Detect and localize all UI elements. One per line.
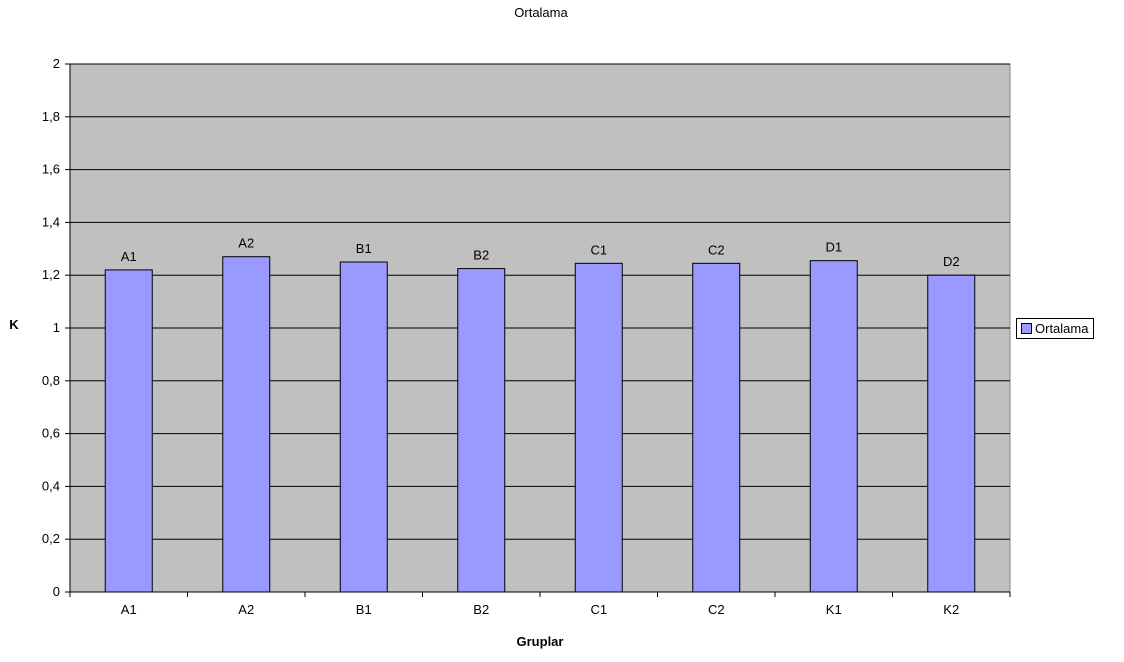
data-label: D2	[943, 254, 960, 269]
data-label: D1	[825, 240, 842, 255]
data-label: B2	[473, 248, 489, 263]
x-tick-label: B1	[356, 602, 372, 617]
bar	[104, 269, 153, 593]
bar	[692, 262, 741, 593]
x-tick-label: C2	[708, 602, 725, 617]
y-tick-label: 0,6	[42, 426, 60, 441]
x-tick-label: A2	[238, 602, 254, 617]
chart-title: Ortalama	[514, 5, 568, 20]
bar	[809, 260, 858, 593]
bar	[457, 268, 506, 593]
y-axis-title: K	[9, 317, 19, 332]
data-label: C2	[708, 242, 725, 257]
data-label: A2	[238, 236, 254, 251]
bar	[339, 261, 388, 593]
y-tick-label: 1	[53, 320, 60, 335]
y-tick-label: 1,4	[42, 214, 60, 229]
data-label: C1	[590, 242, 607, 257]
legend-swatch	[1021, 323, 1032, 334]
legend-label: Ortalama	[1035, 321, 1089, 336]
data-labels: A1 A2 B1 B2 C1 C2 D1 D2	[121, 236, 960, 269]
bar	[927, 274, 976, 593]
x-tick-label: B2	[473, 602, 489, 617]
legend: Ortalama	[1016, 318, 1095, 339]
x-axis-title: Gruplar	[517, 634, 564, 649]
y-tick-label: 1,2	[42, 267, 60, 282]
data-label: A1	[121, 249, 137, 264]
y-tick-label: 0	[53, 584, 60, 599]
y-tick-label: 0,8	[42, 373, 60, 388]
x-tick-label: C1	[590, 602, 607, 617]
data-label: B1	[356, 241, 372, 256]
y-tick-label: 0,4	[42, 478, 60, 493]
x-axis: A1 A2 B1 B2 C1 C2 K1 K2	[69, 591, 1011, 617]
bar	[222, 256, 271, 593]
x-tick-label: K2	[943, 602, 959, 617]
x-tick-label: A1	[121, 602, 137, 617]
bar	[574, 262, 623, 593]
y-tick-label: 1,8	[42, 109, 60, 124]
x-tick-label: K1	[826, 602, 842, 617]
y-tick-label: 0,2	[42, 531, 60, 546]
y-axis: 0 0,2 0,4 0,6 0,8 1 1,2 1,4 1,6 1,8 2	[42, 56, 71, 599]
y-tick-label: 1,6	[42, 162, 60, 177]
y-tick-label: 2	[53, 56, 60, 71]
